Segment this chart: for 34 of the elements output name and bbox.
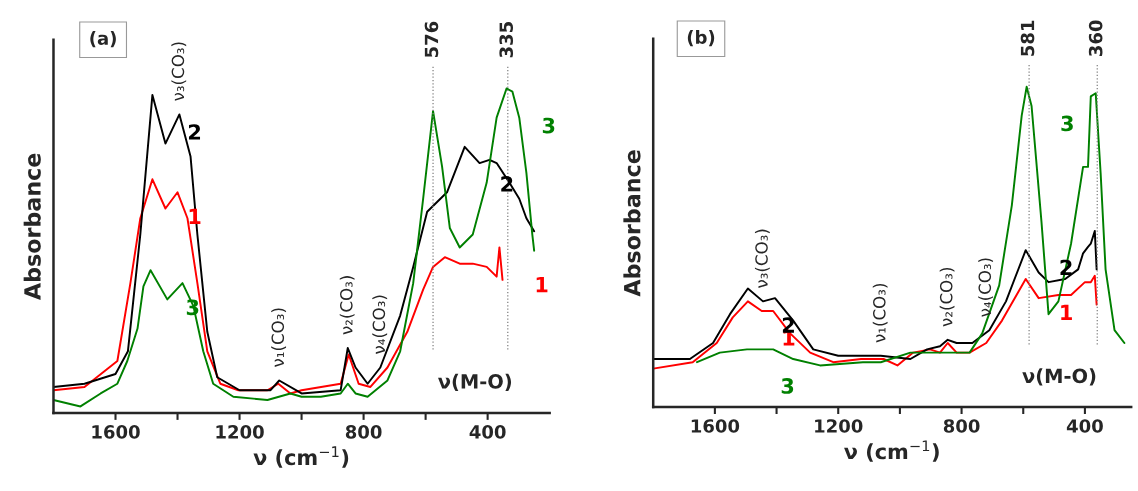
x-tick-label: 1200 [815, 419, 863, 433]
text: 3 [542, 117, 555, 134]
text: 3 [781, 378, 794, 394]
annotation: ν₁(CO₃) [872, 283, 888, 343]
x-axis-title: ν (cm$^{−1}$) [844, 440, 939, 462]
ref-line-label: 360 [1088, 20, 1103, 56]
annotation: ν₂(CO₃) [939, 267, 955, 327]
text: 1 [1061, 304, 1072, 320]
annotation: ν₁(CO₃) [271, 308, 287, 367]
text: 2 [188, 124, 201, 140]
chart-title: (b) [687, 30, 715, 47]
ref-line-label: 335 [499, 22, 514, 58]
x-tick-label: 1600 [92, 425, 140, 439]
x-axis-title: ν (cm$^{−1}$) [253, 446, 349, 468]
annotation: ν₃(CO₃) [171, 42, 187, 101]
annotation: ν₃(CO₃) [754, 229, 770, 288]
annotation: ν(M-O) [438, 373, 512, 392]
x-tick-label: 1200 [216, 425, 264, 439]
annotation: ν₄(CO₃) [978, 258, 994, 317]
series-label: 3 [1061, 115, 1073, 132]
x-tick-label: 400 [469, 425, 506, 439]
chart-title: (a) [90, 31, 116, 48]
annotation: ν₄(CO₃) [372, 295, 388, 354]
x-tick-label: 800 [345, 425, 382, 439]
x-tick-label: 1600 [691, 419, 740, 433]
annotation: ν(M-O) [1022, 368, 1096, 386]
annotation: ν₂(CO₃) [339, 276, 355, 335]
text: 1 [536, 276, 548, 293]
y-axis-title: Absorbance [23, 153, 41, 301]
y-axis-title: Absorbance [623, 150, 641, 297]
x-tick-label: 400 [1066, 419, 1103, 433]
ref-line-label: 581 [1020, 20, 1035, 56]
x-tick-label: 800 [943, 419, 980, 433]
ref-line-label: 576 [424, 21, 439, 58]
